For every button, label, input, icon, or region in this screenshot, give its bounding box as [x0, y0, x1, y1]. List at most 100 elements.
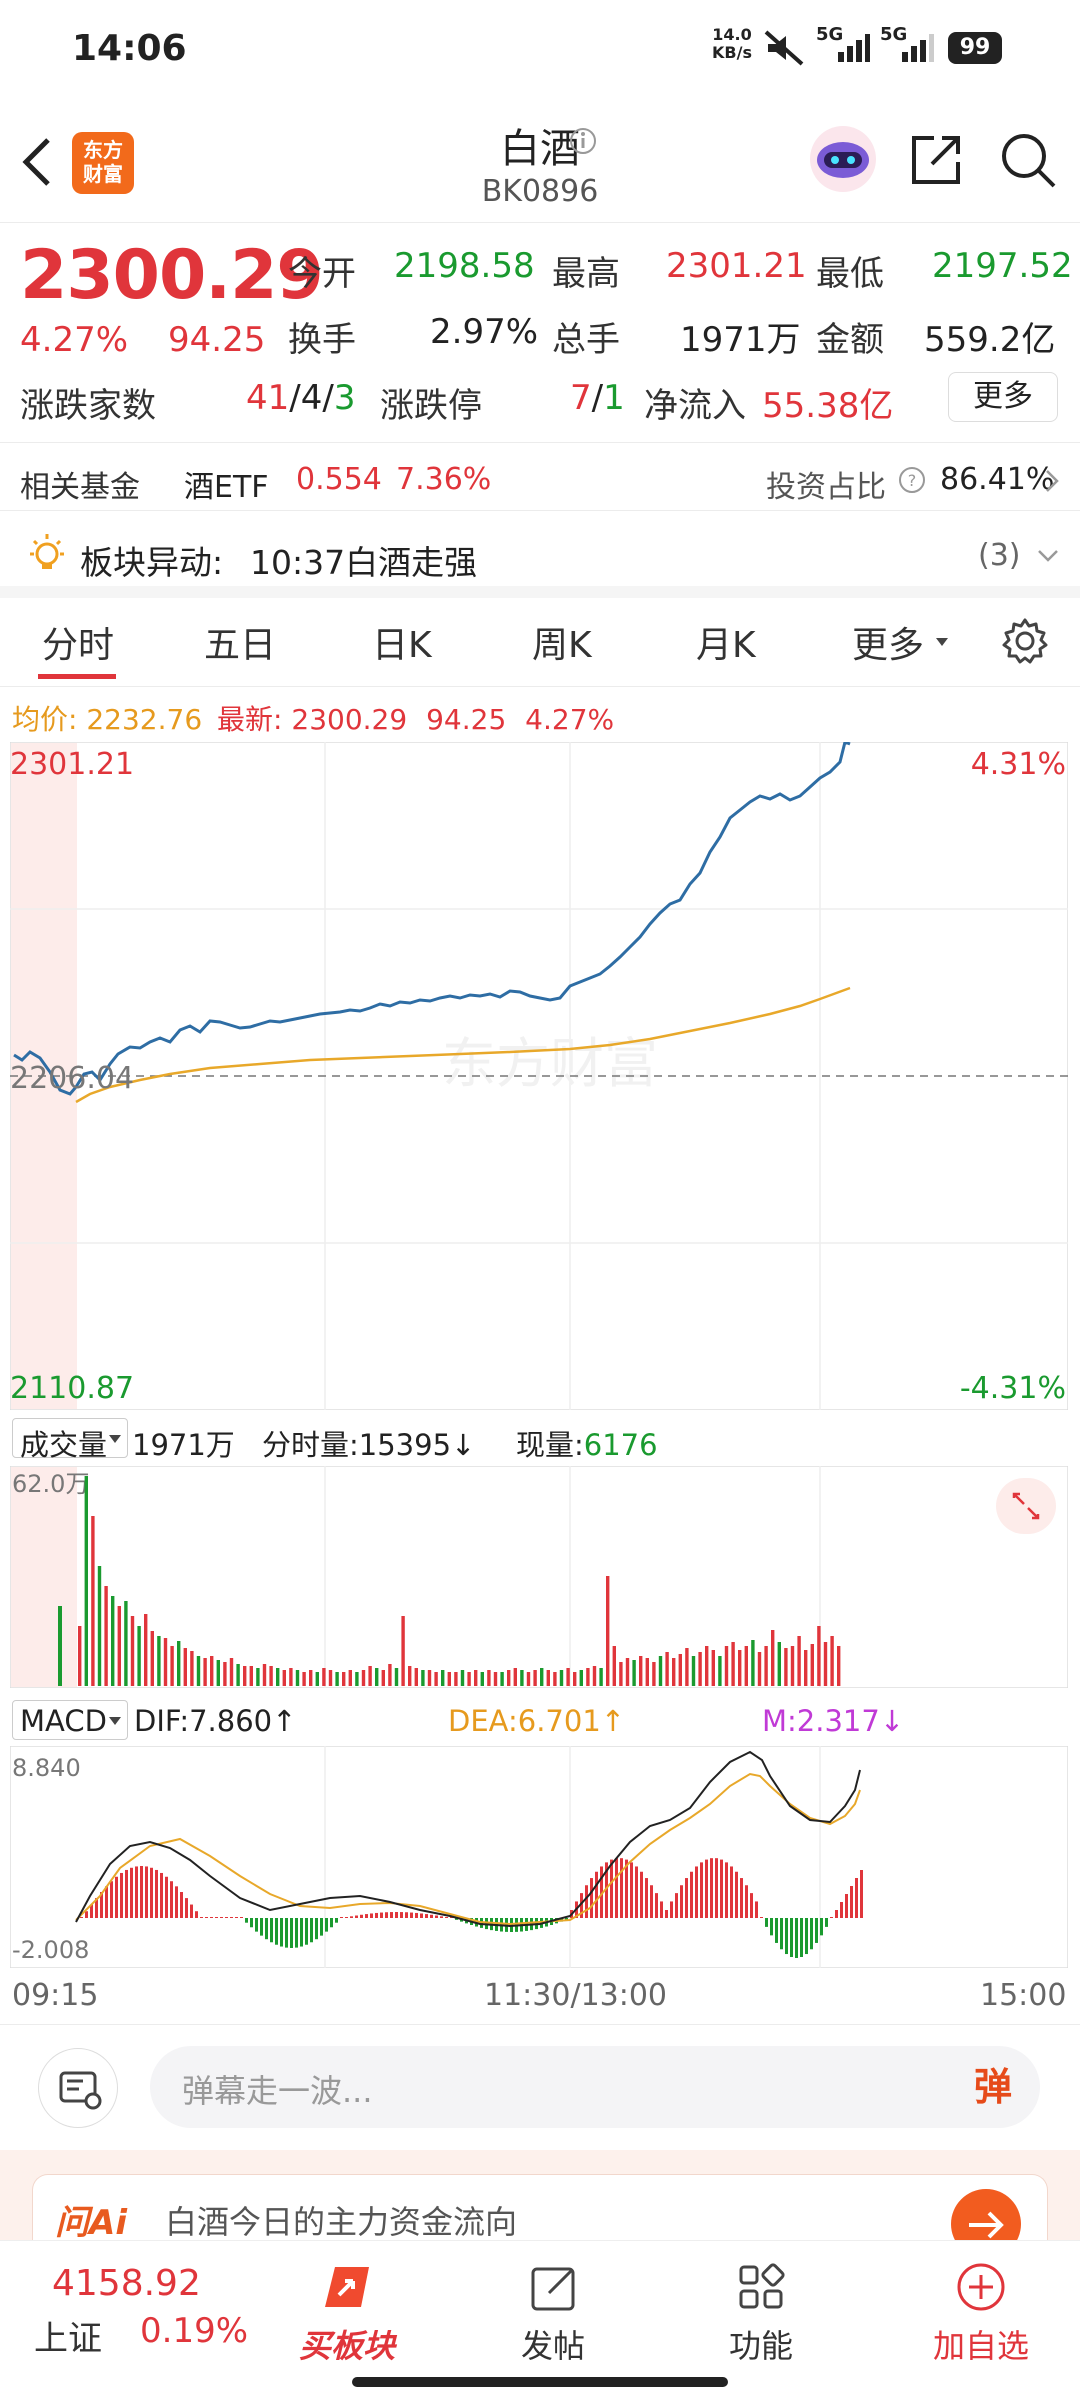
macd-bar: [365, 1914, 368, 1918]
tab-weekly[interactable]: 周K: [532, 625, 592, 666]
limit-label: 涨跌停: [380, 386, 482, 426]
macd-chart[interactable]: 8.840 -2.008: [10, 1746, 1068, 1968]
macd-selector[interactable]: [12, 1700, 128, 1740]
volume-bar: [84, 1476, 88, 1686]
macd-bar: [415, 1912, 418, 1918]
macd-bar: [220, 1917, 223, 1918]
latest-price-line: [13, 742, 851, 1096]
active-tab-indicator: [38, 674, 116, 679]
volume-bar: [460, 1670, 465, 1686]
change-amount: 94.25: [168, 320, 266, 360]
signal-icon-2: [902, 34, 934, 62]
volume-bar: [474, 1670, 478, 1686]
barrage-settings-button[interactable]: [38, 2048, 118, 2128]
volume-bar: [784, 1648, 788, 1686]
volume-selector[interactable]: [12, 1418, 128, 1458]
macd-bar: [650, 1885, 653, 1918]
alert-count[interactable]: (3): [978, 538, 1021, 573]
help-icon[interactable]: ?: [898, 466, 926, 494]
chevron-right-icon[interactable]: [1044, 468, 1060, 494]
volume-bar: [454, 1672, 458, 1686]
bulb-icon: [30, 534, 64, 569]
volume-bar: [342, 1672, 346, 1686]
tab-5day[interactable]: 五日: [204, 625, 277, 666]
ai-go-button[interactable]: [951, 2189, 1021, 2259]
volume-bar: [513, 1668, 517, 1686]
barrage-input[interactable]: 弹幕走一波... 弹: [150, 2046, 1040, 2128]
tab-daily[interactable]: 日K: [372, 625, 432, 666]
volume-bar: [427, 1670, 432, 1686]
volume-bar: [282, 1670, 286, 1686]
macd-bar: [330, 1918, 333, 1928]
nav-functions[interactable]: 功能: [686, 2261, 836, 2367]
barrage-send-button[interactable]: 弹: [973, 2065, 1012, 2109]
volume-bar: [731, 1642, 735, 1686]
page-title: 白酒: [500, 126, 580, 172]
share-icon[interactable]: [908, 132, 964, 188]
volume-bar: [130, 1616, 135, 1686]
volume-bar: [553, 1672, 557, 1686]
macd-bar: [685, 1878, 688, 1918]
macd-dif-line: [75, 1750, 861, 1928]
y-mid-label: 2206.04: [10, 1061, 134, 1096]
time-axis-mid: 11:30/13:00: [484, 1978, 668, 2013]
macd-bar: [120, 1872, 123, 1918]
volume-indicator-label[interactable]: 成交量: [20, 1428, 108, 1462]
volume-bar: [375, 1668, 379, 1686]
alert-label: 板块异动:: [80, 543, 224, 582]
volume-bar: [724, 1646, 729, 1686]
macd-bar: [410, 1912, 413, 1918]
expand-button[interactable]: [996, 1478, 1056, 1534]
nav-post[interactable]: 发帖: [478, 2261, 628, 2367]
y-min-label: 2110.87: [10, 1371, 134, 1406]
nav-add-watchlist[interactable]: 加自选: [906, 2261, 1056, 2367]
macd-bar: [305, 1918, 308, 1945]
macd-bar: [805, 1918, 808, 1955]
settings-gear-icon[interactable]: [1000, 616, 1050, 666]
volume-bar: [559, 1670, 564, 1686]
tab-more[interactable]: 更多: [852, 625, 925, 666]
ratio-value[interactable]: 86.41%: [940, 462, 1055, 497]
intraday-price-chart[interactable]: 东方财富 2301.21 2206.04 2110.87 4.31% -4.31…: [10, 742, 1068, 1410]
macd-dea: DEA:6.701↑: [448, 1704, 626, 1738]
macd-dropdown-icon[interactable]: [108, 1716, 122, 1726]
macd-bar: [340, 1917, 343, 1918]
back-icon[interactable]: [18, 134, 58, 190]
macd-bar: [725, 1862, 728, 1918]
fund-name[interactable]: 酒ETF: [184, 470, 269, 505]
nav-buy-sector[interactable]: 买板块: [272, 2261, 422, 2367]
volume-bar: [295, 1670, 300, 1686]
volume-bar: [592, 1666, 597, 1686]
dropdown-triangle-icon[interactable]: [934, 636, 950, 648]
signal-5g-label-2: 5G: [880, 24, 908, 45]
latest-change: 94.25: [426, 703, 507, 736]
volume-bar: [170, 1646, 174, 1686]
macd-bar: [780, 1918, 783, 1950]
macd-dea-line: [75, 1772, 861, 1926]
tab-monthly[interactable]: 月K: [696, 625, 756, 666]
index-value[interactable]: 4158.92: [52, 2263, 201, 2304]
chevron-down-icon[interactable]: [1036, 548, 1060, 564]
alert-text[interactable]: 10:37白酒走强: [250, 543, 478, 582]
macd-ymin-label: -2.008: [12, 1936, 89, 1964]
volume-dropdown-icon[interactable]: [108, 1434, 122, 1444]
macd-bar: [660, 1901, 663, 1918]
info-icon[interactable]: [568, 126, 598, 156]
macd-bar: [840, 1902, 843, 1918]
macd-m: M:2.317↓: [762, 1704, 905, 1738]
volume-bar: [183, 1648, 187, 1686]
functions-grid-icon: [739, 2263, 785, 2309]
macd-label[interactable]: MACD: [20, 1704, 107, 1738]
adv-decl-value: 41/4/3: [246, 378, 356, 418]
macd-bar: [300, 1918, 303, 1947]
ai-prompt-card[interactable]: 问Ai 白酒今日的主力资金流向: [32, 2174, 1048, 2259]
volume-bar: [196, 1656, 201, 1686]
search-icon[interactable]: [998, 130, 1058, 190]
high-label: 最高: [552, 254, 620, 294]
volume-chart[interactable]: 62.0万: [10, 1466, 1068, 1688]
more-button[interactable]: 更多: [948, 372, 1058, 422]
tab-intraday[interactable]: 分时: [42, 625, 115, 666]
index-name[interactable]: 上证: [34, 2319, 102, 2359]
macd-bar: [205, 1917, 208, 1918]
ai-robot-icon[interactable]: [808, 124, 878, 194]
